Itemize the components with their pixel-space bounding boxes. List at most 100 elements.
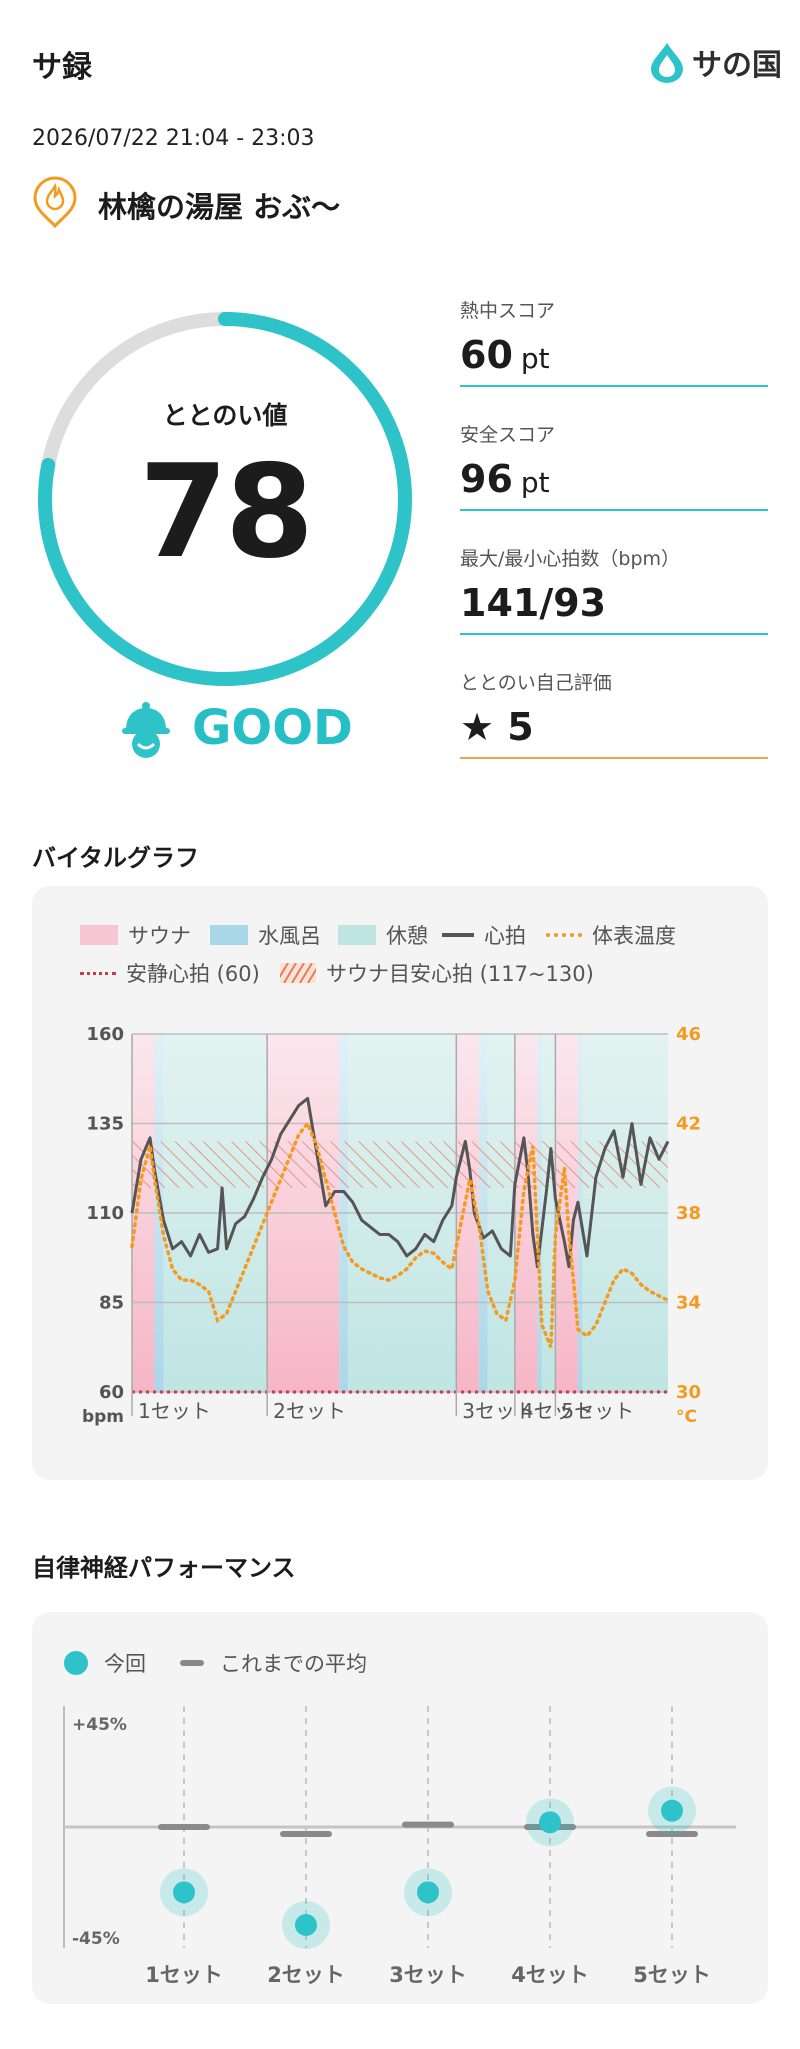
stat-divider bbox=[460, 757, 768, 759]
category-label: 3セット bbox=[389, 1963, 467, 1987]
resting-line-swatch bbox=[80, 971, 116, 975]
left-tick-label: 110 bbox=[86, 1203, 124, 1224]
right-tick-label: 34 bbox=[676, 1293, 701, 1314]
category-label: 2セット bbox=[267, 1963, 345, 1987]
session-datetime: 2026/07/22 21:04 - 23:03 bbox=[32, 126, 315, 151]
legend-resting-hr: 安静心拍 (60) bbox=[80, 958, 260, 988]
stat-heart-rate: 最大/最小心拍数（bpm） 141/93 bbox=[460, 544, 768, 635]
autonomic-card: 今回 これまでの平均 +45% -45% 1セット 2セット 3セット 4セット 5セット bbox=[32, 1612, 768, 2004]
category-label: 1セット bbox=[145, 1963, 223, 1987]
heart-rate-line bbox=[130, 1096, 670, 1269]
y-tick-label-bottom: -45% bbox=[72, 1929, 120, 1949]
legend-label: 安静心拍 (60) bbox=[126, 962, 260, 986]
stat-label: 熱中スコア bbox=[460, 300, 556, 322]
current-marker bbox=[295, 1914, 317, 1936]
stat-label: 最大/最小心拍数（bpm） bbox=[460, 548, 681, 570]
stat-divider bbox=[460, 509, 768, 511]
logo-text-part2: の国 bbox=[722, 48, 782, 83]
legend-water: 水風呂 bbox=[210, 920, 321, 950]
category-label: 4セット bbox=[511, 1963, 589, 1987]
current-marker bbox=[417, 1881, 439, 1904]
category-label: 5セット bbox=[633, 1963, 711, 1987]
sauna-location-icon bbox=[30, 174, 80, 234]
stat-divider bbox=[460, 385, 768, 387]
left-axis-unit: bpm bbox=[82, 1407, 124, 1427]
vital-card: サウナ 水風呂 休憩 心拍 体表温度 安静心拍 (60) サウナ目安心拍 (11… bbox=[32, 886, 768, 1480]
average-marker bbox=[646, 1831, 698, 1837]
legend-sauna: サウナ bbox=[80, 920, 191, 950]
facility-name: 林檎の湯屋 おぶ〜 bbox=[98, 190, 341, 224]
legend-label: 今回 bbox=[104, 1652, 146, 1676]
app-title: サ録 bbox=[32, 50, 92, 85]
set-label: 2セット bbox=[273, 1399, 346, 1423]
legend-heart: 心拍 bbox=[442, 920, 526, 950]
legend-label: サウナ目安心拍 (117~130) bbox=[326, 962, 594, 986]
stat-value: 60 pt bbox=[460, 333, 768, 377]
rating-text: GOOD bbox=[192, 700, 353, 756]
stat-unit: pt bbox=[520, 466, 550, 499]
stat-number: 60 bbox=[460, 333, 513, 377]
legend-rest: 休憩 bbox=[338, 920, 428, 950]
average-marker bbox=[280, 1831, 332, 1837]
water-drop-icon bbox=[651, 43, 683, 83]
average-marker bbox=[158, 1824, 210, 1830]
current-marker bbox=[661, 1799, 683, 1822]
legend-label: サウナ bbox=[128, 924, 191, 948]
legend-label: これまでの平均 bbox=[220, 1652, 367, 1676]
heart-line-swatch bbox=[442, 933, 474, 937]
average-marker bbox=[402, 1821, 454, 1828]
score-label: ととのい値 bbox=[162, 401, 288, 430]
right-tick-label: 46 bbox=[676, 1024, 701, 1045]
legend-label: 心拍 bbox=[484, 924, 526, 948]
stat-label: ととのい自己評価 bbox=[460, 672, 612, 694]
legend-current: 今回 bbox=[64, 1648, 146, 1678]
score-value: 78 bbox=[138, 438, 314, 587]
set-label: 1セット bbox=[138, 1399, 211, 1423]
logo-text-part1: サ bbox=[692, 48, 722, 83]
y-tick-label-top: +45% bbox=[72, 1715, 127, 1735]
set-label: 3セット bbox=[462, 1399, 535, 1423]
right-tick-label: 42 bbox=[676, 1114, 701, 1135]
vital-chart: 160 135 110 85 60 46 42 38 34 30 bpm °C 1セット 2セット 3セット… bbox=[82, 1024, 701, 1427]
legend-label: 体表温度 bbox=[592, 924, 676, 948]
sauna-hat-icon bbox=[118, 700, 174, 764]
stat-safety-score: 安全スコア 96 pt bbox=[460, 420, 768, 511]
stat-number: ★ 5 bbox=[460, 705, 534, 749]
rest-swatch bbox=[338, 925, 376, 945]
totonoi-ring bbox=[38, 312, 412, 686]
hatch-swatch bbox=[280, 963, 316, 983]
left-tick-label: 135 bbox=[86, 1114, 124, 1135]
right-tick-label: 30 bbox=[676, 1382, 701, 1403]
stat-value: 96 pt bbox=[460, 457, 768, 501]
legend-average: これまでの平均 bbox=[180, 1648, 367, 1678]
water-swatch bbox=[210, 925, 248, 945]
sauna-swatch bbox=[80, 925, 118, 945]
stat-number: 141/93 bbox=[460, 581, 607, 625]
stat-divider bbox=[460, 633, 768, 635]
average-bar-swatch bbox=[180, 1660, 204, 1666]
legend-temp: 体表温度 bbox=[546, 920, 676, 950]
legend-label: 水風呂 bbox=[258, 924, 321, 948]
stat-label: 安全スコア bbox=[460, 424, 556, 446]
left-tick-label: 160 bbox=[86, 1024, 124, 1045]
set-label: 4セット bbox=[521, 1399, 594, 1423]
autonomic-chart: +45% -45% 1セット 2セット 3セット 4セット 5セット bbox=[63, 1706, 736, 1987]
right-tick-label: 38 bbox=[676, 1203, 701, 1224]
current-marker bbox=[539, 1811, 561, 1834]
stat-self-rating: ととのい自己評価 ★ 5 bbox=[460, 668, 768, 759]
stat-value: ★ 5 bbox=[460, 705, 768, 749]
vital-section-title: バイタルグラフ bbox=[32, 844, 200, 872]
right-axis-unit: °C bbox=[676, 1407, 697, 1427]
stat-value: 141/93 bbox=[460, 581, 768, 625]
logo-text: サの国 bbox=[692, 40, 782, 84]
logo[interactable] bbox=[647, 41, 687, 87]
left-tick-label: 60 bbox=[99, 1382, 124, 1403]
target-hr-band bbox=[132, 1141, 668, 1188]
current-marker bbox=[173, 1881, 195, 1904]
stat-unit: pt bbox=[520, 342, 550, 375]
autonomic-section-title: 自律神経パフォーマンス bbox=[32, 1554, 296, 1582]
legend-label: 休憩 bbox=[386, 924, 428, 948]
legend-target-hr: サウナ目安心拍 (117~130) bbox=[280, 958, 594, 988]
temperature-line bbox=[130, 1120, 670, 1348]
ring-progress bbox=[38, 312, 412, 686]
